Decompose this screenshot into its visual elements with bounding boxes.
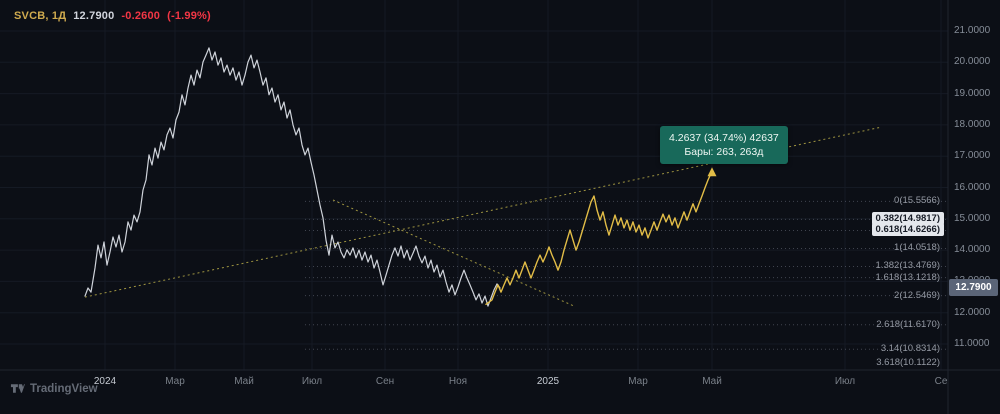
- symbol-legend[interactable]: SVCB, 1Д 12.7900 -0.2600 (-1.99%): [14, 10, 211, 22]
- last-price-tag: 12.7900: [949, 279, 998, 296]
- time-axis-label: Май: [702, 376, 722, 387]
- time-axis-label: Июл: [834, 376, 856, 387]
- symbol-title[interactable]: SVCB, 1Д: [14, 10, 67, 22]
- tradingview-logo-text: TradingView: [30, 382, 98, 395]
- price-axis-label: 21.0000: [954, 25, 991, 36]
- fib-level-label[interactable]: 2(12.5469): [894, 290, 940, 301]
- price-axis-label: 17.0000: [954, 150, 991, 161]
- tradingview-logo-icon: [10, 384, 25, 393]
- time-axis-label: Июл: [301, 376, 323, 387]
- legend-change-percent: (-1.99%): [167, 10, 211, 22]
- price-axis-label: 15.0000: [954, 213, 991, 224]
- projection-line: [485, 170, 713, 305]
- time-axis[interactable]: 2024 Мар Май Июл Сен Ноя 2025 Мар Май Июл Се: [0, 370, 1000, 414]
- price-axis-label: 20.0000: [954, 56, 991, 67]
- price-axis-label: 18.0000: [954, 119, 991, 130]
- price-axis[interactable]: 12.7900 21.0000 20.0000 19.0000 18.0000 17.0…: [948, 0, 1000, 414]
- time-axis-label: 2024: [93, 376, 117, 387]
- fib-level-label[interactable]: 3.14(10.8314): [880, 343, 940, 354]
- price-axis-label: 19.0000: [954, 88, 991, 99]
- tooltip-price-range: 4.2637 (34.74%) 42637: [669, 132, 779, 144]
- fib-level-label[interactable]: 0.618(14.6266): [871, 223, 944, 236]
- rising-support-trendline: [84, 126, 881, 298]
- fib-level-label[interactable]: 0(15.5566): [894, 195, 940, 206]
- fib-level-label[interactable]: 1.618(13.1218): [875, 272, 940, 283]
- time-axis-label: Сен: [375, 376, 395, 387]
- time-axis-label: 2025: [536, 376, 560, 387]
- fib-level-label[interactable]: 1(14.0518): [894, 242, 940, 253]
- falling-resistance-trendline: [332, 199, 576, 307]
- time-axis-label: Ноя: [448, 376, 468, 387]
- fib-level-label[interactable]: 2.618(11.6170): [876, 319, 940, 330]
- time-axis-label: Мар: [628, 376, 648, 387]
- projection-info-tooltip[interactable]: 4.2637 (34.74%) 42637 Бары: 263, 263д: [660, 126, 788, 164]
- legend-last-price: 12.7900: [73, 10, 115, 22]
- time-axis-label: Мар: [165, 376, 185, 387]
- price-line: [84, 47, 501, 307]
- time-axis-label: Се: [934, 376, 948, 387]
- projection-arrow-icon: [707, 167, 717, 177]
- price-axis-label: 14.0000: [954, 244, 991, 255]
- legend-change: -0.2600: [121, 10, 161, 22]
- price-axis-label: 16.0000: [954, 182, 991, 193]
- fib-level-label[interactable]: 3.618(10.1122): [876, 357, 940, 368]
- fib-level-label[interactable]: 1.382(13.4769): [875, 260, 940, 271]
- price-axis-label: 12.0000: [954, 307, 991, 318]
- price-axis-label: 11.0000: [954, 338, 990, 349]
- time-axis-label: Май: [234, 376, 254, 387]
- tooltip-bar-count: Бары: 263, 263д: [684, 146, 764, 158]
- tradingview-attribution[interactable]: TradingView: [10, 381, 98, 396]
- fib-level-label[interactable]: 0.382(14.9817): [871, 212, 944, 225]
